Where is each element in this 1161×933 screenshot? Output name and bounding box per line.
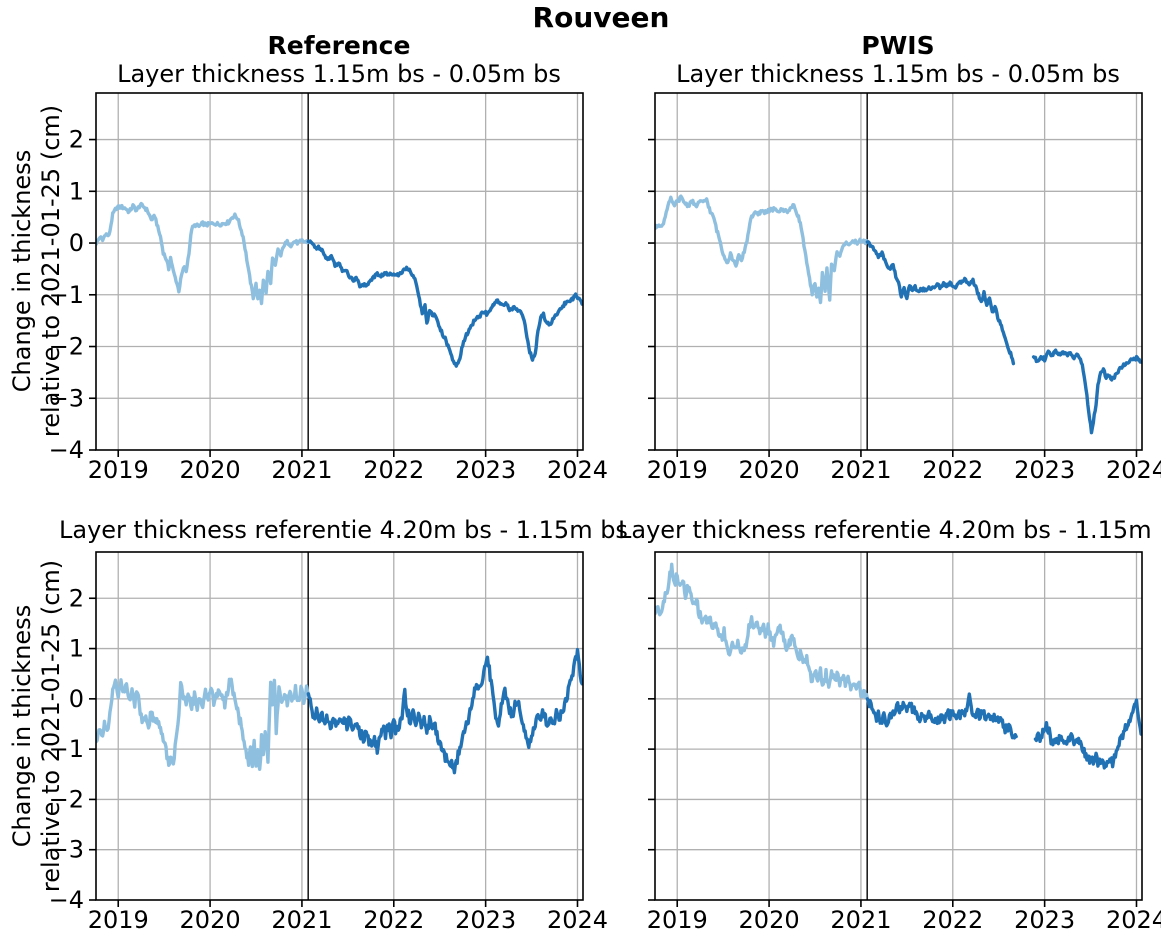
x-tick-label: 2023: [1014, 456, 1075, 484]
y-tick-label: −2: [49, 785, 84, 813]
subplot-title-pwis-bottom: Layer thickness referentie 4.20m bs - 1.…: [618, 516, 1161, 544]
axes-pwis-bottom: 2019 2020 2021 2022 2023 2024: [647, 551, 1161, 933]
figure-title: Rouveen: [532, 1, 670, 34]
x-tick-label: 2021: [271, 456, 332, 484]
y-tick-label: −2: [49, 333, 84, 361]
series-after-reference: [306, 647, 583, 775]
tick-marks: 2019 2020 2021 2022 2023 2024: [647, 597, 1161, 933]
x-tick-label: 2023: [455, 456, 516, 484]
y-tick-label: 1: [69, 635, 84, 663]
axes-spines: [654, 92, 1143, 451]
x-tick-label: 2022: [922, 456, 983, 484]
subplot-title-reference-top: Layer thickness 1.15m bs - 0.05m bs: [117, 60, 561, 88]
axes-spines: [654, 551, 1143, 901]
y-tick-label: −4: [49, 436, 84, 464]
y-tick-label: −3: [49, 384, 84, 412]
x-tick-label: 2021: [830, 456, 891, 484]
gridlines: [96, 552, 583, 900]
x-tick-label: 2024: [1106, 906, 1161, 933]
column-title-pwis: PWIS: [861, 31, 935, 60]
x-tick-label: 2019: [647, 456, 708, 484]
axes-reference-top: 2019 2020 2021 2022 2023 2024 2 1 0 −1 −2 −3 −4: [49, 92, 608, 484]
x-tick-label: 2023: [1014, 906, 1075, 933]
gridlines: [655, 93, 1142, 450]
series-before-reference: [655, 562, 870, 701]
y-tick-label: −4: [49, 886, 84, 914]
x-tick-label: 2020: [180, 456, 241, 484]
axes-pwis-top: 2019 2020 2021 2022 2023 2024: [647, 92, 1161, 484]
x-tick-label: 2023: [455, 906, 516, 933]
x-tick-label: 2019: [88, 906, 149, 933]
y-tick-label: 0: [69, 685, 84, 713]
gridlines: [96, 93, 583, 450]
subplot-title-pwis-top: Layer thickness 1.15m bs - 0.05m bs: [676, 60, 1120, 88]
x-tick-label: 2019: [647, 906, 708, 933]
x-tick-label: 2020: [180, 906, 241, 933]
y-tick-label: −1: [49, 735, 84, 763]
tick-marks: 2019 2020 2021 2022 2023 2024 2 1 0 −1 −2 −3 −4: [49, 126, 608, 484]
y-tick-label: 2: [69, 584, 84, 612]
y-tick-label: 1: [69, 177, 84, 205]
y-tick-label: −3: [49, 836, 84, 864]
axes-reference-bottom: 2019 2020 2021 2022 2023 2024 2 1 0 −1 −2 −3 −4: [49, 551, 608, 933]
x-tick-label: 2024: [547, 906, 608, 933]
gridlines: [655, 552, 1142, 900]
x-tick-label: 2022: [363, 456, 424, 484]
column-title-reference: Reference: [267, 31, 411, 60]
series-after-reference: [306, 239, 583, 368]
series-before-reference: [96, 201, 311, 306]
y-tick-label: −1: [49, 281, 84, 309]
tick-marks: 2019 2020 2021 2022 2023 2024: [647, 138, 1161, 484]
tick-marks: 2019 2020 2021 2022 2023 2024 2 1 0 −1 −2 −3 −4: [49, 584, 608, 933]
x-tick-label: 2020: [739, 456, 800, 484]
series-after-reference: [1033, 698, 1142, 770]
axes-spines: [95, 551, 584, 901]
series-before-reference: [96, 677, 311, 771]
axes-spines: [95, 92, 584, 451]
x-tick-label: 2019: [88, 456, 149, 484]
series-after-reference: [1031, 348, 1142, 435]
x-tick-label: 2024: [547, 456, 608, 484]
x-tick-label: 2022: [922, 906, 983, 933]
series-after-reference: [865, 692, 1018, 740]
x-tick-label: 2024: [1106, 456, 1161, 484]
series-after-reference: [865, 240, 1016, 366]
subplot-title-reference-bottom: Layer thickness referentie 4.20m bs - 1.…: [59, 516, 628, 544]
x-tick-label: 2022: [363, 906, 424, 933]
y-tick-label: 0: [69, 229, 84, 257]
y-tick-label: 2: [69, 126, 84, 154]
x-tick-label: 2021: [830, 906, 891, 933]
x-tick-label: 2021: [271, 906, 332, 933]
series-before-reference: [655, 194, 870, 305]
x-tick-label: 2020: [739, 906, 800, 933]
